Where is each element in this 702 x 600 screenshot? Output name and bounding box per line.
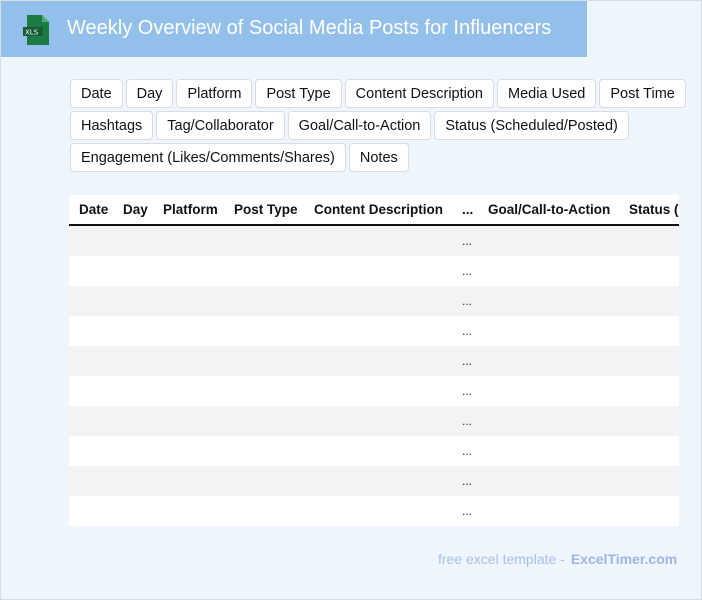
table-cell[interactable]: ... xyxy=(462,384,473,398)
column-tag[interactable]: Media Used xyxy=(497,79,597,108)
column-tag[interactable]: Status (Scheduled/Posted) xyxy=(434,111,629,140)
column-header[interactable]: Platform xyxy=(163,202,218,217)
column-tag[interactable]: Content Description xyxy=(344,79,494,108)
table-row: ... xyxy=(69,286,679,316)
table-cell[interactable]: ... xyxy=(462,294,473,308)
column-header[interactable]: Goal/Call-to-Action xyxy=(488,202,611,217)
table-row: ... xyxy=(69,226,679,256)
column-tag[interactable]: Post Type xyxy=(255,79,342,108)
column-tag[interactable]: Tag/Collaborator xyxy=(156,111,285,140)
column-header[interactable]: ... xyxy=(462,202,474,217)
page-title: Weekly Overview of Social Media Posts fo… xyxy=(67,17,552,39)
column-header[interactable]: Status (Scheduled/Posted) xyxy=(629,202,679,217)
column-tag[interactable]: Goal/Call-to-Action xyxy=(287,111,432,140)
table-row: ... xyxy=(69,436,679,466)
table-cell[interactable]: ... xyxy=(462,354,473,368)
column-header[interactable]: Content Description xyxy=(314,202,444,217)
footer-brand-link[interactable]: ExcelTimer.com xyxy=(570,551,678,567)
table-row: ... xyxy=(69,406,679,436)
column-header[interactable]: Date xyxy=(79,202,109,217)
table-row: ... xyxy=(69,256,679,286)
column-tag[interactable]: Date xyxy=(70,79,123,108)
column-header[interactable]: Post Type xyxy=(234,202,298,217)
data-table: Date Day Platform Post Type Content Descript… xyxy=(69,195,679,526)
footer-text: free excel template - xyxy=(438,551,565,567)
table-row: ... xyxy=(69,376,679,406)
column-tag[interactable]: Platform xyxy=(176,79,253,108)
column-tag[interactable]: Engagement (Likes/Comments/Shares) xyxy=(70,143,346,172)
footer: free excel template - ExcelTimer.com xyxy=(438,551,677,567)
table-row: ... xyxy=(69,316,679,346)
xls-file-icon: XLS xyxy=(23,15,49,45)
column-tag[interactable]: Post Time xyxy=(599,79,686,108)
column-tag[interactable]: Notes xyxy=(348,143,409,172)
column-header[interactable]: Day xyxy=(123,202,148,217)
table-cell[interactable]: ... xyxy=(462,414,473,428)
column-tag[interactable]: Day xyxy=(125,79,174,108)
table-cell[interactable]: ... xyxy=(462,504,473,518)
table-cell[interactable]: ... xyxy=(462,234,473,248)
table-row: ... xyxy=(69,466,679,496)
table-cell[interactable]: ... xyxy=(462,324,473,338)
table-cell[interactable]: ... xyxy=(462,474,473,488)
table-cell[interactable]: ... xyxy=(462,264,473,278)
column-tag[interactable]: Hashtags xyxy=(70,111,154,140)
column-tags: Date Day Platform Post Type Content Descript… xyxy=(70,79,700,172)
table-row: ... xyxy=(69,496,679,526)
title-bar: XLS Weekly Overview of Social Media Post… xyxy=(1,1,587,57)
table-header: Date Day Platform Post Type Content Descript… xyxy=(69,195,679,226)
svg-text:XLS: XLS xyxy=(25,29,39,37)
table-row: ... xyxy=(69,346,679,376)
table-cell[interactable]: ... xyxy=(462,444,473,458)
